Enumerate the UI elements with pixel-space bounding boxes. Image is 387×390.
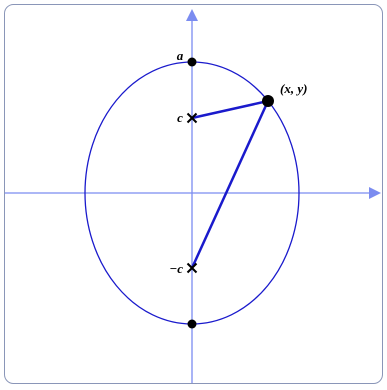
focus-label: −c (169, 261, 183, 276)
vertex-label: a (177, 48, 184, 63)
vertex-point (187, 57, 197, 67)
point-label: (x, y) (280, 81, 307, 96)
focal-segment (190, 100, 270, 269)
focus-marker (186, 112, 198, 124)
x-axis-arrow (369, 187, 381, 199)
y-axis-arrow (186, 9, 198, 21)
focus-label: c (177, 110, 183, 125)
focal-segment (191, 99, 269, 120)
focus-marker (186, 262, 198, 274)
frame (4, 4, 383, 384)
vertex-point (187, 319, 197, 329)
curve-point (262, 95, 274, 107)
